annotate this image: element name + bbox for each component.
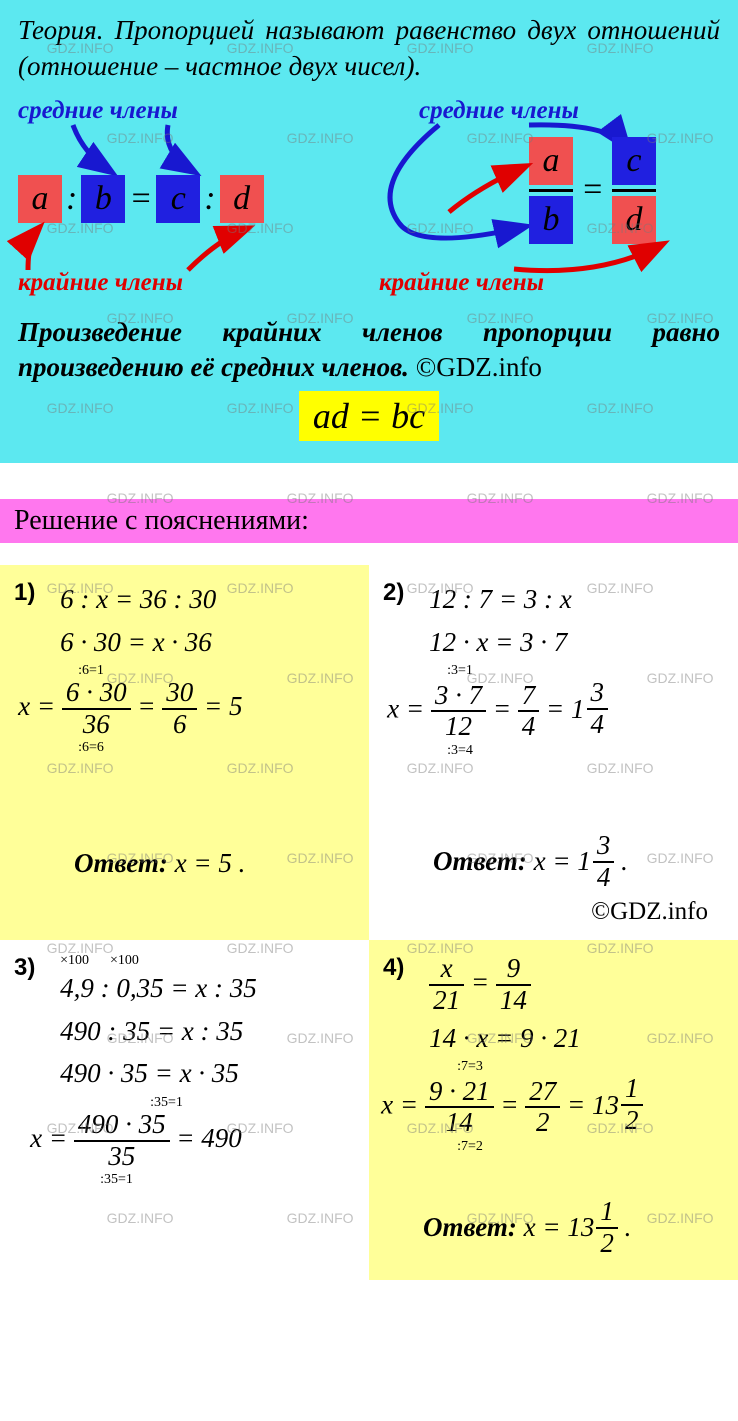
solution-1-answer: Ответ: x = 5 .	[14, 848, 359, 879]
term-a: a	[18, 175, 62, 223]
theory-body: Пропорцией называют ра­венство двух отно…	[18, 15, 720, 81]
proportion-rule: Произведение крайних членов пропорции ра…	[18, 315, 720, 385]
solution-2-num: 2)	[383, 579, 404, 607]
copyright-theory: ©GDZ.info	[416, 352, 542, 382]
label-middle-left: средние члены	[18, 97, 178, 125]
solution-2-credit: ©GDZ.info	[383, 898, 728, 926]
solution-1-num: 1)	[14, 579, 35, 607]
diagram-linear: средние члены a:b=c:d крайние члены	[18, 97, 359, 307]
solution-4-answer: Ответ: x = 1312 .	[383, 1197, 728, 1258]
solutions-header: Решение с пояснениями:	[0, 499, 738, 543]
label-middle-right: средние члены	[419, 97, 579, 125]
term-d: d	[220, 175, 264, 223]
label-outer-left: крайние члены	[18, 269, 183, 297]
solution-1-work: 6 : x = 36 : 30 6 · 30 = x · 36 :6=1 x =…	[60, 579, 242, 755]
proportion-diagrams: средние члены a:b=c:d крайние члены сред	[18, 97, 720, 307]
label-outer-right: крайние члены	[379, 269, 544, 297]
solution-3: 3) ×100 ×100 4,9 : 0,35 = x : 35 490 : 3…	[0, 940, 369, 1280]
solution-1: 1) 6 : x = 36 : 30 6 · 30 = x · 36 :6=1 …	[0, 565, 369, 940]
solution-3-num: 3)	[14, 954, 35, 982]
arrow-red-1	[18, 225, 98, 275]
proportion-linear: a:b=c:d	[18, 175, 264, 223]
solution-2-work: 12 : 7 = 3 : x 12 · x = 3 · 7 :3=1 x = 3…	[429, 579, 608, 758]
arrow-red-3	[439, 157, 539, 217]
arrow-blue-2	[118, 123, 238, 183]
term-c: c	[156, 175, 200, 223]
proportion-fraction: a b = c d	[529, 137, 656, 244]
diagram-fraction: средние члены a b = c d	[379, 97, 720, 307]
term-b: b	[81, 175, 125, 223]
theory-panel: Теория. Пропорцией называют ра­венство д…	[0, 0, 738, 463]
term-c-frac: c	[612, 137, 656, 185]
arrow-red-2	[188, 225, 308, 275]
theory-text: Теория. Пропорцией называют ра­венство д…	[18, 12, 720, 85]
solution-4-work: x21 = 914 14 · x = 9 · 21 :7=3 x = 9 · 2…	[429, 954, 642, 1154]
solution-4-num: 4)	[383, 954, 404, 982]
solution-2: 2) 12 : 7 = 3 : x 12 · x = 3 · 7 :3=1 x …	[369, 565, 738, 940]
formula-adbc: ad = bc	[299, 391, 439, 441]
theory-heading: Теория.	[18, 15, 103, 45]
solution-3-work: ×100 ×100 4,9 : 0,35 = x : 35 490 : 35 =…	[60, 954, 257, 1187]
solution-2-answer: Ответ: x = 134 .	[383, 831, 728, 892]
solution-4: 4) x21 = 914 14 · x = 9 · 21 :7=3 x = 9 …	[369, 940, 738, 1280]
solutions-grid: 1) 6 : x = 36 : 30 6 · 30 = x · 36 :6=1 …	[0, 565, 738, 1280]
